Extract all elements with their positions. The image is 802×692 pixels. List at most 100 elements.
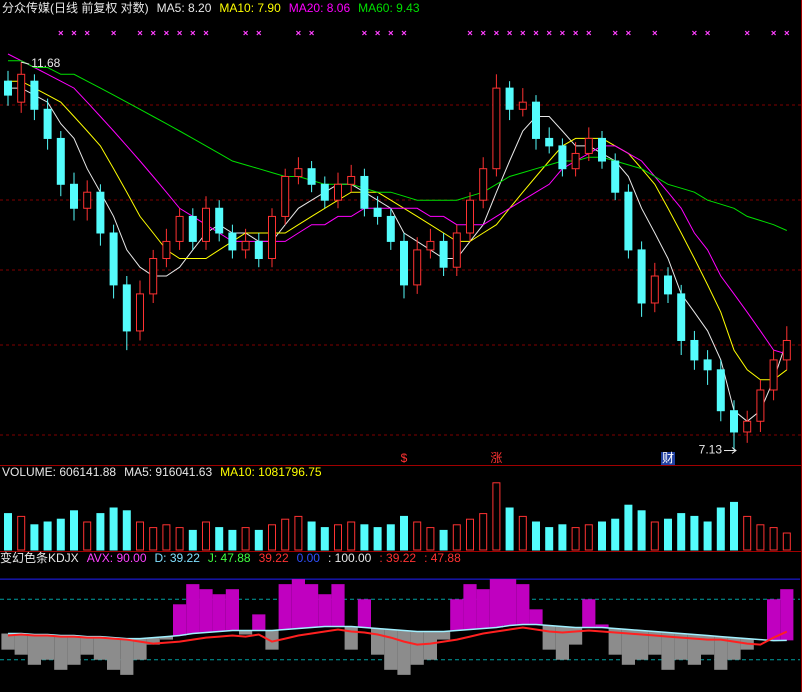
legend-entry: MA60: 9.43	[358, 1, 420, 15]
color-band	[569, 627, 583, 645]
candle-body	[17, 73, 26, 103]
signal-mark	[111, 30, 117, 36]
candle-body	[122, 284, 131, 332]
volume-bar	[558, 524, 567, 551]
volume-bar	[294, 515, 303, 551]
volume-bar	[188, 529, 197, 551]
color-band	[14, 633, 28, 655]
event-box	[661, 452, 675, 465]
volume-bar	[598, 521, 606, 551]
color-band	[542, 625, 556, 650]
color-band	[476, 589, 490, 629]
annotation: 11.68	[31, 56, 60, 70]
signal-mark	[546, 30, 552, 36]
volume-bar	[360, 524, 369, 551]
candle-body	[769, 359, 778, 391]
signal-mark	[309, 30, 315, 36]
legend-entry: AVX: 90.00	[87, 551, 147, 565]
signal-mark	[652, 30, 658, 36]
volume-bar	[17, 515, 26, 551]
plot-layer: 分众传媒(日线 前复权 对数) MA5: 8.20 MA10: 7.90 MA20: …	[0, 0, 800, 675]
candle-body	[320, 183, 329, 201]
legend-entry: : 39.22	[379, 551, 416, 565]
candle-body	[241, 240, 250, 251]
color-band	[608, 628, 622, 655]
signal-mark	[190, 30, 196, 36]
candle-body	[56, 137, 65, 185]
volume-bar	[175, 527, 184, 551]
signal-mark	[507, 30, 513, 36]
candle-body	[136, 293, 144, 332]
legend-entry: MA5: 8.20	[157, 1, 212, 15]
candle-body	[386, 215, 395, 242]
legend-entry: MA10: 1081796.75	[220, 465, 322, 479]
signal-mark	[771, 30, 777, 36]
candle-body	[400, 240, 408, 286]
signal-mark	[137, 30, 143, 36]
candle-body	[650, 275, 659, 304]
volume-bar	[215, 527, 224, 551]
volume-bar	[30, 524, 39, 551]
legend-entry: D: 39.22	[155, 551, 201, 565]
volume-bar	[571, 527, 580, 551]
candle-body	[149, 258, 158, 295]
candle-body	[215, 207, 224, 234]
signal-mark	[84, 30, 90, 36]
legend-entry: MA10: 7.90	[219, 1, 281, 15]
legend-entry: : 100.00	[328, 551, 372, 565]
color-band	[107, 637, 121, 670]
color-band	[93, 636, 107, 660]
candle-body	[43, 108, 52, 139]
event-label: 涨	[490, 450, 502, 465]
signal-mark	[744, 30, 750, 36]
color-band	[67, 635, 81, 665]
volume-bar	[479, 513, 488, 551]
candle-body	[743, 420, 752, 433]
ma-line	[8, 60, 788, 231]
volume-bar	[241, 527, 250, 551]
candle-body	[664, 275, 672, 295]
volume-bar	[202, 521, 210, 551]
signal-mark	[243, 30, 249, 36]
signal-mark	[467, 30, 473, 36]
ma-line	[7, 53, 787, 355]
event-label: $	[401, 451, 408, 465]
price-grid	[0, 104, 802, 436]
candle-body	[294, 168, 303, 177]
legend-entry: : 47.88	[424, 551, 461, 565]
legend-entry: 0.00	[297, 551, 321, 565]
volume-bar	[664, 518, 672, 551]
candle-body	[637, 249, 646, 304]
volume-bar	[677, 513, 686, 551]
candle-body	[466, 199, 474, 234]
color-band	[529, 609, 543, 625]
volume-bar	[730, 501, 738, 551]
candle-body	[268, 215, 276, 260]
color-band	[437, 631, 451, 640]
signal-mark	[375, 30, 381, 36]
volume-bar	[347, 521, 356, 551]
candle-body	[83, 191, 92, 209]
color-band	[635, 630, 649, 660]
candle-body	[413, 249, 422, 286]
volume-bar	[43, 521, 52, 551]
color-band	[186, 584, 200, 634]
color-band	[291, 579, 305, 629]
color-band	[687, 634, 701, 665]
ma-line	[8, 87, 788, 422]
signal-mark	[401, 30, 407, 36]
legend-entry: MA20: 8.06	[289, 1, 351, 15]
candle-body	[307, 168, 316, 185]
volume-bar	[400, 515, 408, 551]
color-band	[146, 637, 160, 645]
signal-mark	[520, 30, 526, 36]
volume-bar	[637, 510, 646, 551]
candle-body	[690, 339, 699, 361]
event-label: 财	[662, 451, 674, 465]
color-band	[489, 579, 503, 628]
volume-bar	[532, 521, 540, 551]
volume-bar	[83, 521, 92, 551]
volume-bar	[505, 507, 514, 551]
